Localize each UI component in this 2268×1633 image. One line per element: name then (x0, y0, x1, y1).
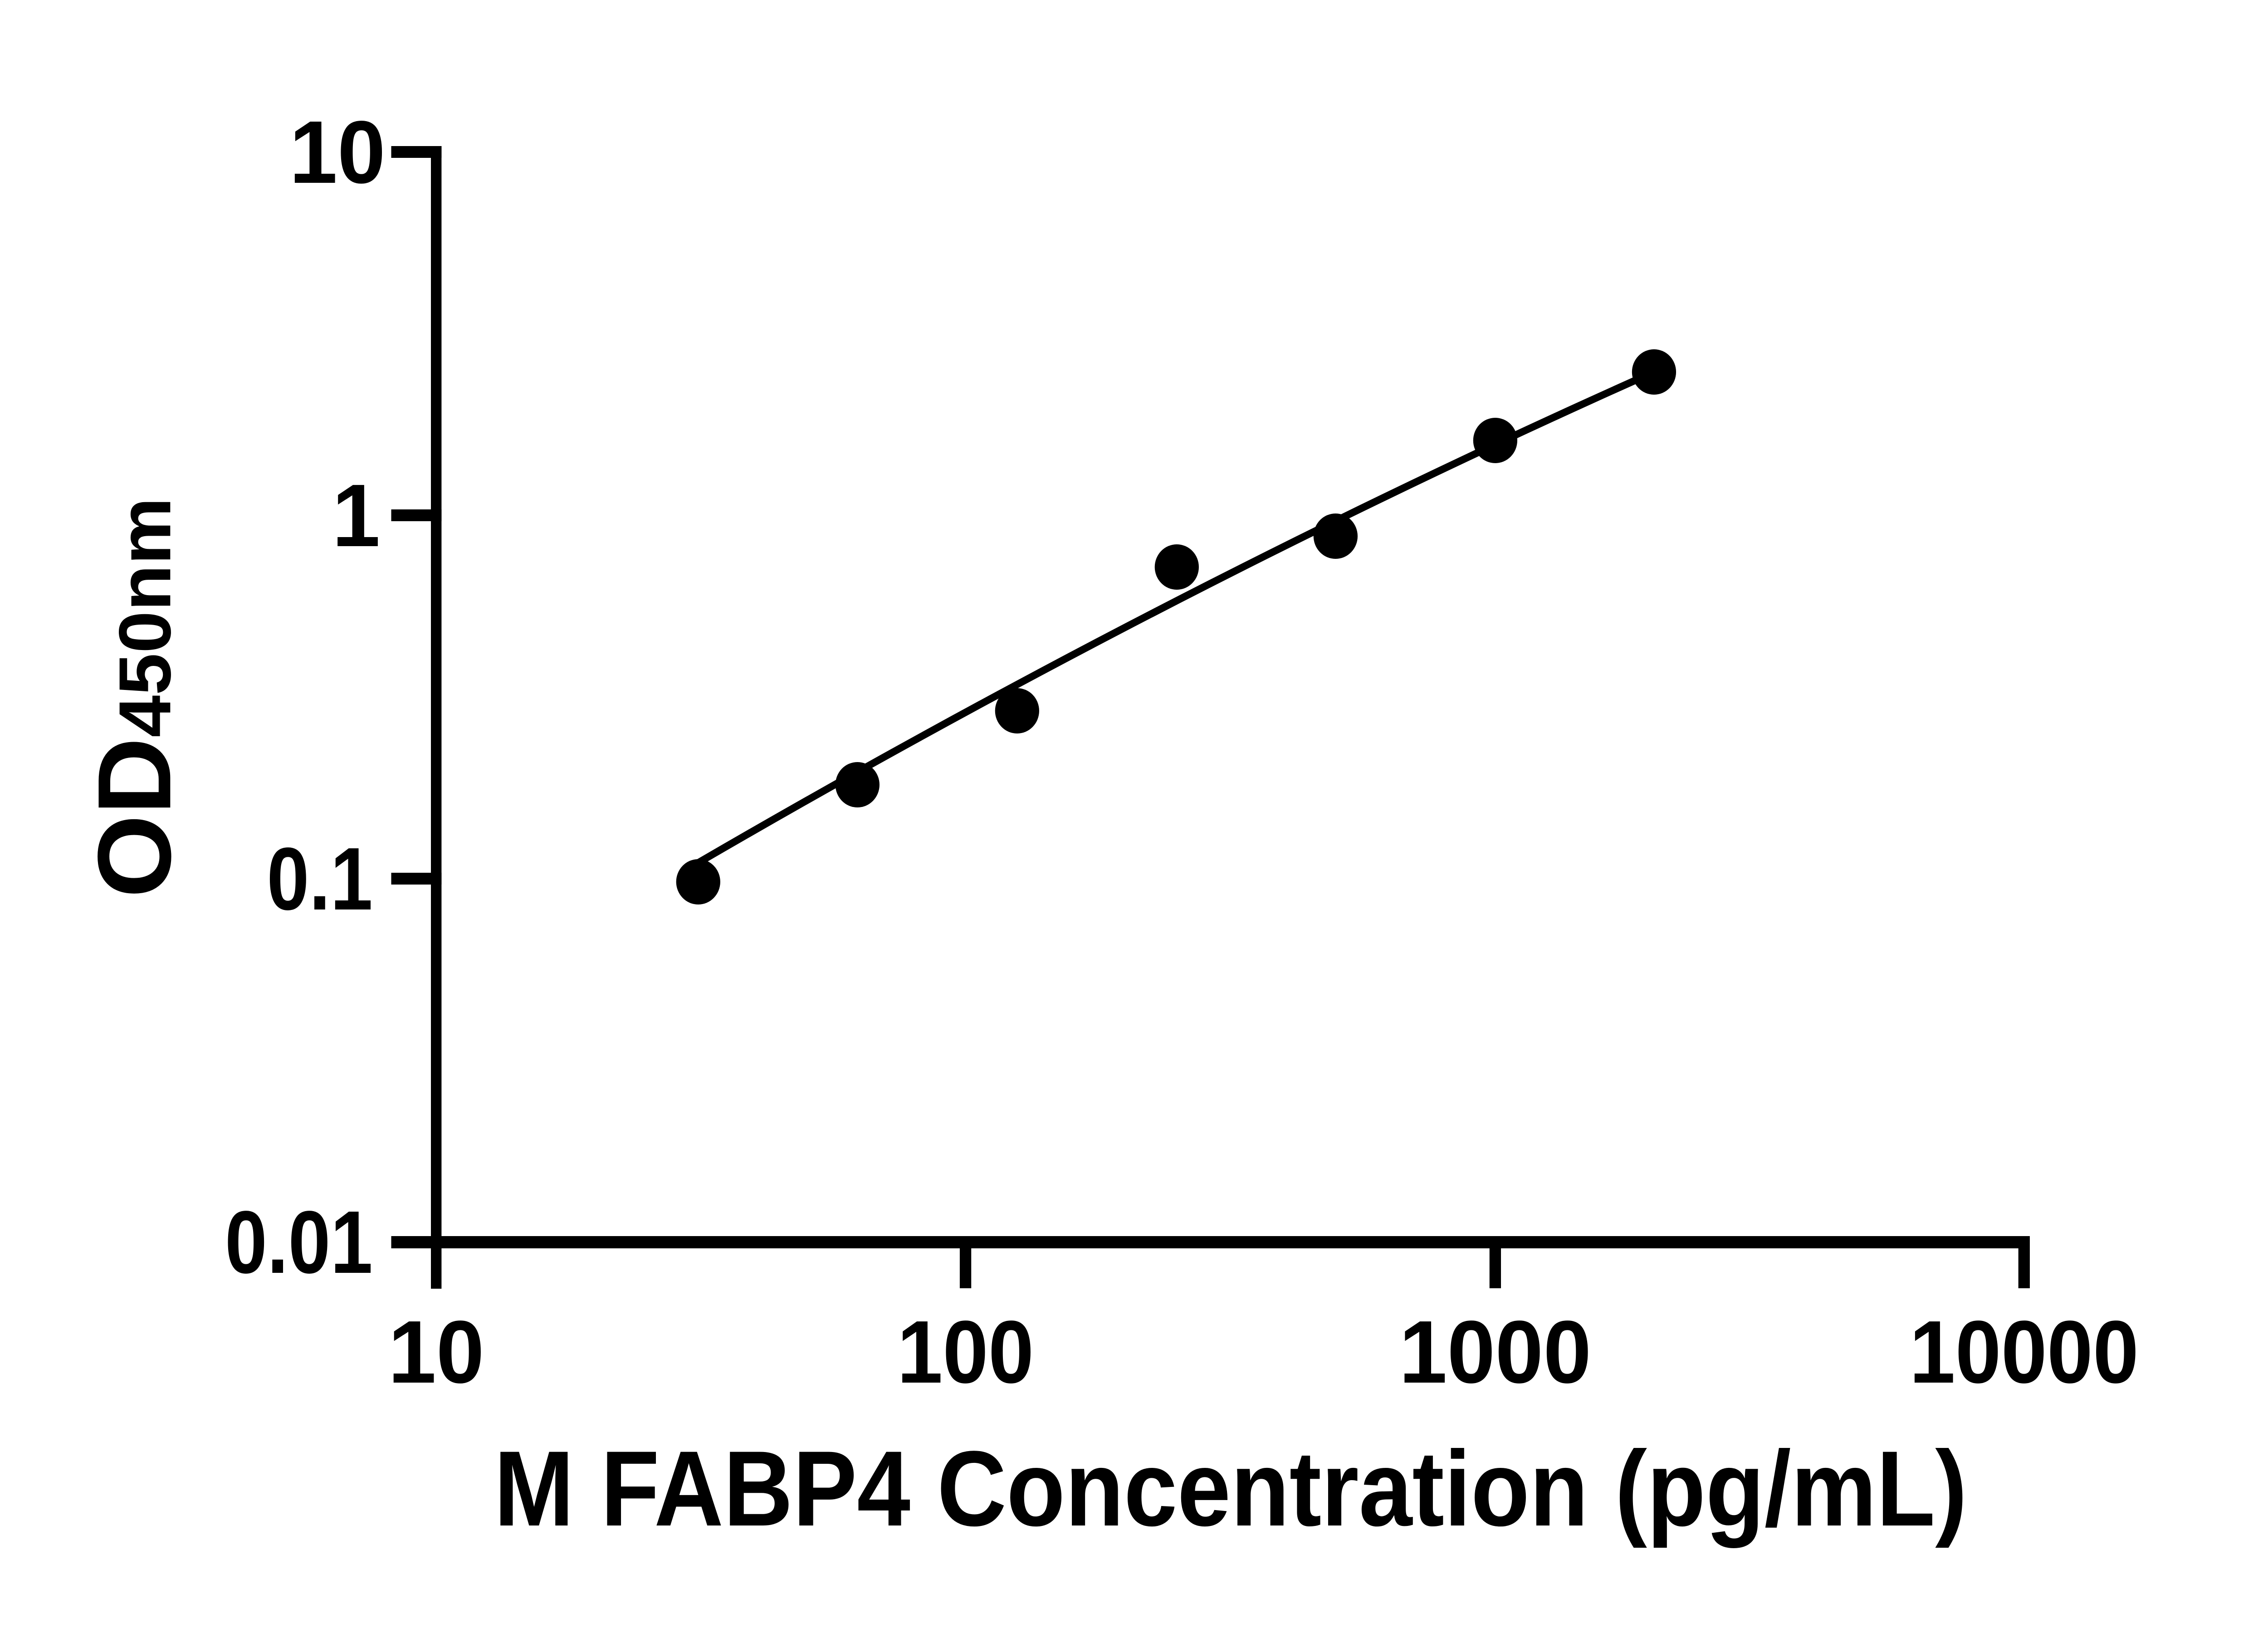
svg-text:0.01: 0.01 (225, 1193, 373, 1292)
svg-text:0.1: 0.1 (267, 829, 372, 929)
svg-text:M FABP4 Concentration (pg/mL): M FABP4 Concentration (pg/mL) (494, 1429, 1967, 1549)
svg-text:1: 1 (332, 466, 380, 565)
svg-text:10: 10 (388, 1302, 484, 1402)
svg-text:10: 10 (289, 103, 386, 202)
svg-text:10000: 10000 (1909, 1302, 2139, 1402)
svg-text:1000: 1000 (1399, 1302, 1591, 1402)
svg-text:100: 100 (897, 1302, 1034, 1402)
